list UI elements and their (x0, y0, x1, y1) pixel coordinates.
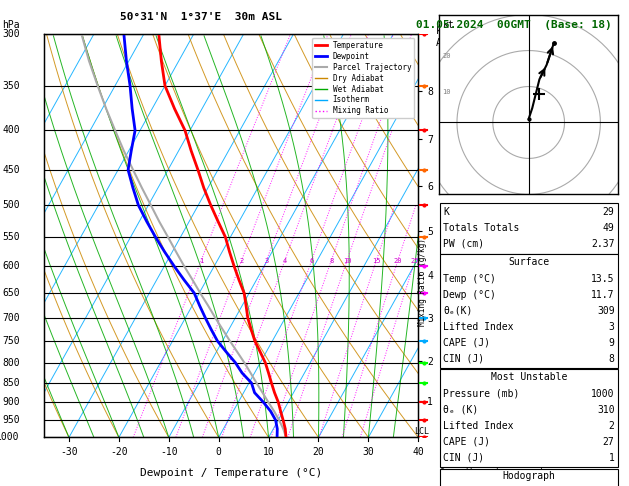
Text: LCL: LCL (414, 427, 429, 436)
Text: 450: 450 (2, 165, 19, 175)
Text: K: K (443, 207, 449, 217)
Text: 6: 6 (309, 258, 314, 263)
Text: 2: 2 (239, 258, 243, 263)
Text: θₑ (K): θₑ (K) (443, 405, 479, 415)
Legend: Temperature, Dewpoint, Parcel Trajectory, Dry Adiabat, Wet Adiabat, Isotherm, Mi: Temperature, Dewpoint, Parcel Trajectory… (312, 38, 415, 119)
Text: 900: 900 (2, 397, 19, 407)
Text: 800: 800 (2, 358, 19, 367)
Text: 500: 500 (2, 200, 19, 210)
Text: 10: 10 (343, 258, 351, 263)
Text: 700: 700 (2, 313, 19, 323)
Text: 750: 750 (2, 336, 19, 346)
Text: 1: 1 (199, 258, 203, 263)
Text: Mixing Ratio (g/kg): Mixing Ratio (g/kg) (418, 238, 427, 326)
Text: Surface: Surface (508, 257, 550, 267)
Text: 1000: 1000 (0, 433, 19, 442)
Text: 550: 550 (2, 232, 19, 242)
Text: 300: 300 (2, 29, 19, 39)
Text: 4: 4 (282, 258, 287, 263)
Y-axis label: km
ASL: km ASL (436, 26, 454, 48)
Text: 3: 3 (264, 258, 269, 263)
Text: -10: -10 (160, 448, 177, 457)
Text: 1000: 1000 (591, 389, 615, 399)
Text: 49: 49 (603, 223, 615, 233)
Text: Most Unstable: Most Unstable (491, 372, 567, 382)
Text: 01.05.2024  00GMT  (Base: 18): 01.05.2024 00GMT (Base: 18) (416, 20, 612, 31)
Text: 950: 950 (2, 415, 19, 425)
Text: CIN (J): CIN (J) (443, 453, 484, 463)
Text: 400: 400 (2, 125, 19, 136)
Text: CAPE (J): CAPE (J) (443, 437, 491, 447)
Text: 27: 27 (603, 437, 615, 447)
Text: Temp (°C): Temp (°C) (443, 274, 496, 284)
Text: 40: 40 (413, 448, 424, 457)
Text: 10: 10 (263, 448, 274, 457)
Text: © weatheronline.co.uk: © weatheronline.co.uk (440, 467, 545, 476)
Text: 20: 20 (313, 448, 325, 457)
Text: 11.7: 11.7 (591, 290, 615, 300)
Text: 30: 30 (362, 448, 374, 457)
Text: 8: 8 (609, 354, 615, 364)
Text: 309: 309 (597, 306, 615, 316)
Text: 20: 20 (394, 258, 402, 263)
Text: 350: 350 (2, 81, 19, 91)
Text: Dewp (°C): Dewp (°C) (443, 290, 496, 300)
Text: 310: 310 (597, 405, 615, 415)
Text: 25: 25 (411, 258, 419, 263)
Text: 20: 20 (443, 53, 451, 59)
Text: kt: kt (443, 20, 454, 30)
Text: 3: 3 (609, 322, 615, 332)
Text: CIN (J): CIN (J) (443, 354, 484, 364)
Text: 15: 15 (372, 258, 381, 263)
Text: 29: 29 (603, 207, 615, 217)
Text: 0: 0 (216, 448, 221, 457)
Text: θₑ(K): θₑ(K) (443, 306, 473, 316)
Text: 8: 8 (329, 258, 333, 263)
Text: 13.5: 13.5 (591, 274, 615, 284)
Text: -30: -30 (60, 448, 78, 457)
Text: Hodograph: Hodograph (503, 471, 555, 481)
Text: -20: -20 (110, 448, 128, 457)
Text: 2.37: 2.37 (591, 239, 615, 249)
Text: Totals Totals: Totals Totals (443, 223, 520, 233)
Text: CAPE (J): CAPE (J) (443, 338, 491, 348)
Text: 9: 9 (609, 338, 615, 348)
Text: PW (cm): PW (cm) (443, 239, 484, 249)
Text: 10: 10 (443, 89, 451, 95)
Text: 1: 1 (609, 453, 615, 463)
Text: Lifted Index: Lifted Index (443, 421, 514, 431)
Text: hPa: hPa (2, 20, 19, 30)
Text: 600: 600 (2, 261, 19, 271)
Text: Pressure (mb): Pressure (mb) (443, 389, 520, 399)
Text: Lifted Index: Lifted Index (443, 322, 514, 332)
Text: 850: 850 (2, 378, 19, 388)
Text: Dewpoint / Temperature (°C): Dewpoint / Temperature (°C) (140, 468, 322, 478)
Text: 50°31'N  1°37'E  30m ASL: 50°31'N 1°37'E 30m ASL (120, 12, 282, 22)
Text: 2: 2 (609, 421, 615, 431)
Text: 650: 650 (2, 288, 19, 298)
